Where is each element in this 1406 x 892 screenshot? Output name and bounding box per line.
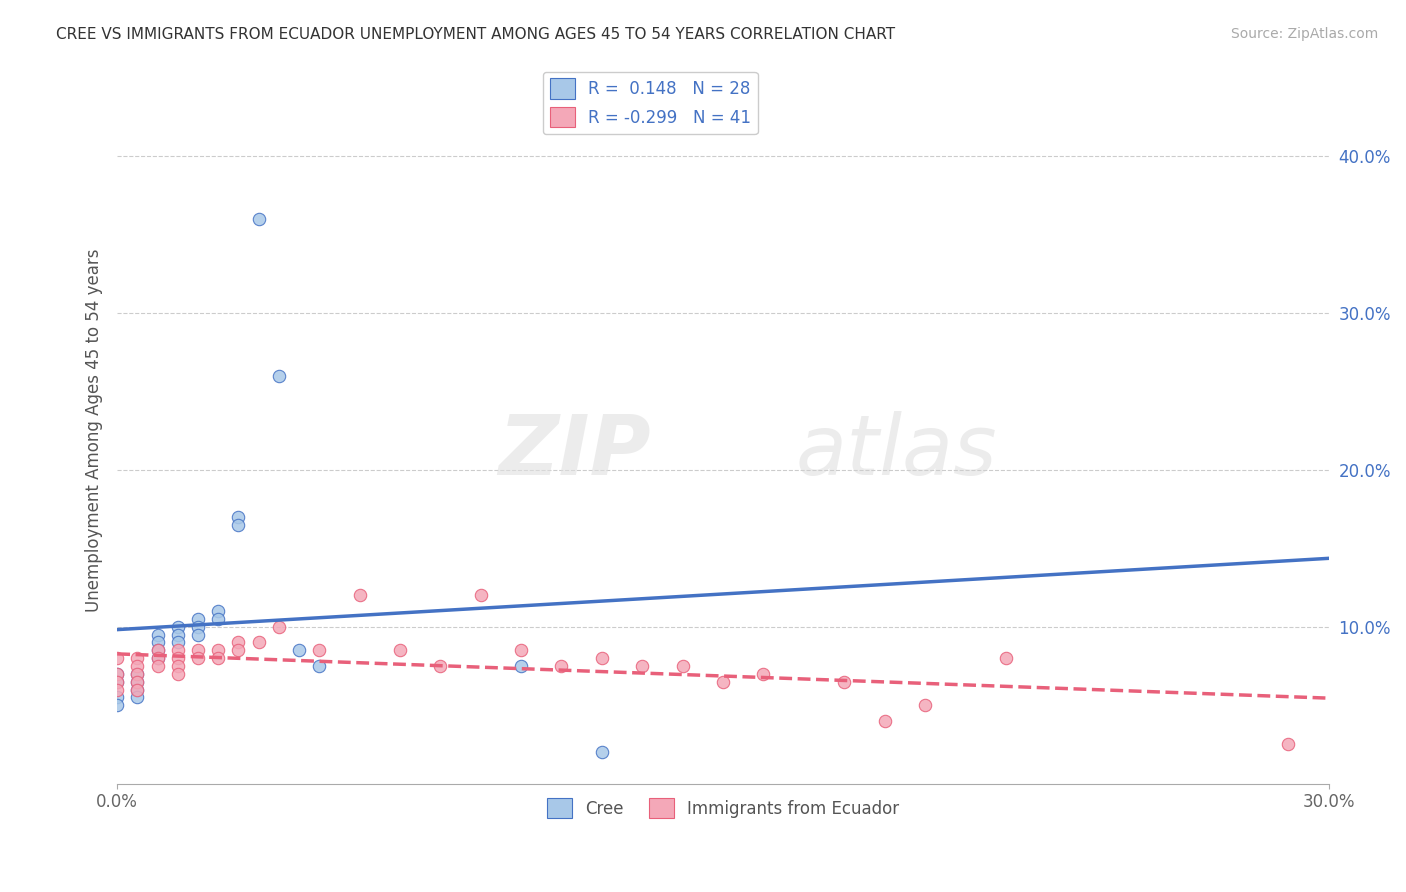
Point <box>914 698 936 713</box>
Legend: Cree, Immigrants from Ecuador: Cree, Immigrants from Ecuador <box>540 791 905 825</box>
Point <box>228 635 250 649</box>
Point <box>994 651 1017 665</box>
Point <box>105 674 128 689</box>
Y-axis label: Unemployment Among Ages 45 to 54 years: Unemployment Among Ages 45 to 54 years <box>86 249 103 612</box>
Point <box>752 666 775 681</box>
Point <box>127 682 149 697</box>
Point <box>228 509 250 524</box>
Point <box>127 674 149 689</box>
Point <box>146 627 169 641</box>
Point <box>146 635 169 649</box>
Point <box>671 659 693 673</box>
Point <box>166 635 188 649</box>
Point <box>146 651 169 665</box>
Point <box>308 643 330 657</box>
Point <box>470 588 492 602</box>
Point <box>127 682 149 697</box>
Point <box>207 612 229 626</box>
Point <box>187 651 209 665</box>
Point <box>146 643 169 657</box>
Point <box>591 745 613 759</box>
Point <box>247 211 270 226</box>
Point <box>166 659 188 673</box>
Point <box>127 659 149 673</box>
Point <box>187 643 209 657</box>
Point <box>207 604 229 618</box>
Point <box>349 588 371 602</box>
Point <box>429 659 451 673</box>
Point <box>308 659 330 673</box>
Point <box>187 612 209 626</box>
Point <box>127 690 149 705</box>
Point <box>631 659 654 673</box>
Point <box>127 666 149 681</box>
Point <box>127 666 149 681</box>
Point <box>388 643 411 657</box>
Point <box>267 368 290 383</box>
Point <box>510 643 533 657</box>
Point <box>105 698 128 713</box>
Point <box>166 627 188 641</box>
Point <box>105 682 128 697</box>
Text: CREE VS IMMIGRANTS FROM ECUADOR UNEMPLOYMENT AMONG AGES 45 TO 54 YEARS CORRELATI: CREE VS IMMIGRANTS FROM ECUADOR UNEMPLOY… <box>56 27 896 42</box>
Point <box>207 643 229 657</box>
Point <box>247 635 270 649</box>
Point <box>832 674 855 689</box>
Point <box>228 643 250 657</box>
Point <box>550 659 572 673</box>
Point <box>127 651 149 665</box>
Text: atlas: atlas <box>796 411 997 492</box>
Point <box>166 620 188 634</box>
Point <box>166 651 188 665</box>
Point <box>146 659 169 673</box>
Point <box>187 627 209 641</box>
Point <box>228 517 250 532</box>
Point <box>873 714 896 728</box>
Point <box>207 651 229 665</box>
Point <box>105 666 128 681</box>
Point <box>146 643 169 657</box>
Point <box>288 643 311 657</box>
Point <box>105 651 128 665</box>
Point <box>105 666 128 681</box>
Point <box>591 651 613 665</box>
Text: ZIP: ZIP <box>498 411 651 492</box>
Point <box>146 651 169 665</box>
Point <box>711 674 734 689</box>
Point <box>1277 738 1299 752</box>
Point <box>166 666 188 681</box>
Text: Source: ZipAtlas.com: Source: ZipAtlas.com <box>1230 27 1378 41</box>
Point <box>166 643 188 657</box>
Point <box>510 659 533 673</box>
Point <box>105 674 128 689</box>
Point <box>267 620 290 634</box>
Point <box>187 620 209 634</box>
Point <box>105 690 128 705</box>
Point <box>127 674 149 689</box>
